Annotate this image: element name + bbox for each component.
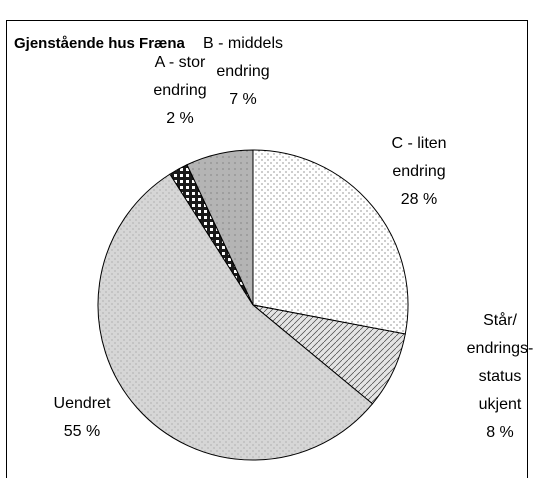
pie-slice [186,149,254,306]
value-label: 55 % [64,423,100,440]
chart-frame [6,20,528,478]
slice-label: Står/endrings-status ukjent [467,311,534,413]
pie-slice [97,173,374,461]
slice-label: B - middels endring [203,35,283,80]
value-label: 2 % [166,110,194,127]
value-label: 8 % [486,424,514,441]
value-label: 7 % [229,91,257,108]
value-label: 28 % [401,191,437,208]
slice-label: A - stor endring [153,54,206,99]
slice-label: C - liten endring [391,135,446,180]
pie-slice [252,149,409,335]
slice-label: Uendret [54,395,111,412]
chart-title: Gjenstående hus Fræna [14,35,186,52]
